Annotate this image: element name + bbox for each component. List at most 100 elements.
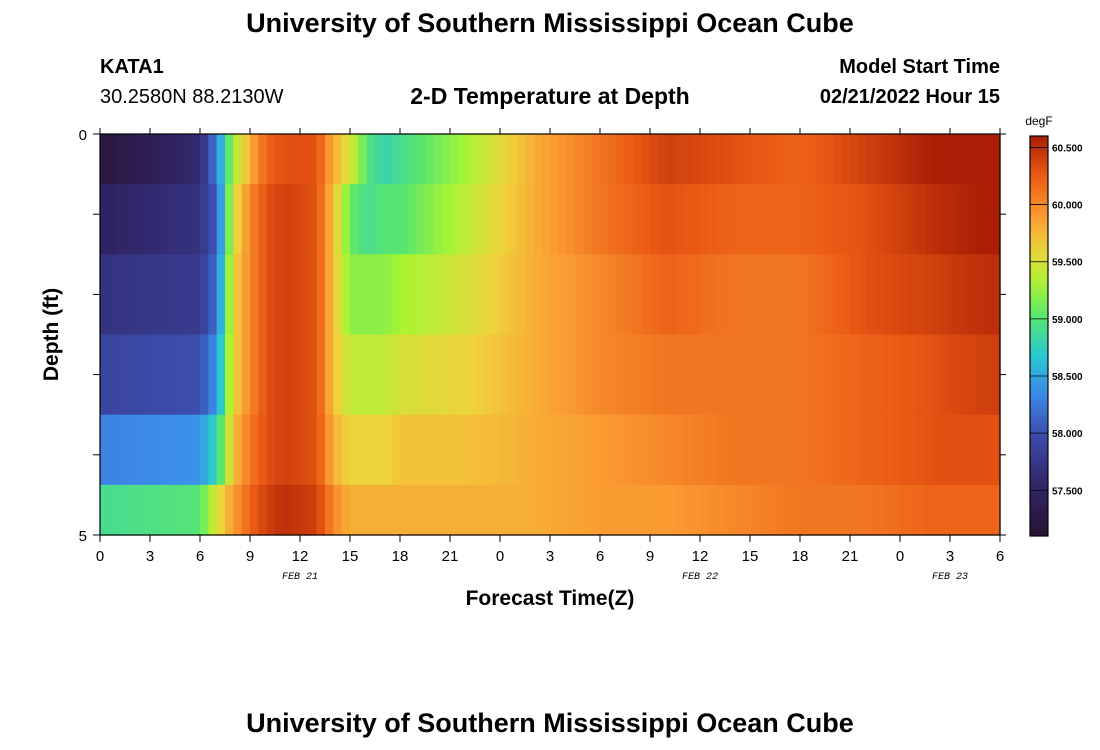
- heatmap-cell: [383, 334, 393, 416]
- heatmap-cell: [216, 334, 226, 416]
- y-tick-label: 0: [79, 127, 87, 144]
- heatmap-cell: [933, 414, 943, 486]
- heatmap-cell: [108, 414, 118, 486]
- x-tick-label: 18: [792, 548, 809, 565]
- heatmap-cell: [641, 254, 651, 336]
- heatmap-cell: [766, 254, 776, 336]
- date-labels: FEB 21 FEB 22 FEB 23: [282, 572, 968, 583]
- heatmap-cell: [100, 134, 109, 185]
- heatmap-cell: [908, 484, 918, 536]
- heatmap-cell: [375, 184, 384, 255]
- heatmap-cell: [900, 254, 909, 336]
- heatmap-cell: [775, 414, 784, 486]
- heatmap-cell: [350, 134, 359, 185]
- heatmap-cell: [683, 334, 693, 416]
- heatmap-cell: [725, 184, 734, 255]
- heatmap-cell: [283, 484, 293, 536]
- heatmap-cell: [600, 134, 609, 185]
- heatmap-cell: [416, 334, 426, 416]
- heatmap-cell: [625, 184, 634, 255]
- heatmap-cell: [425, 184, 434, 255]
- heatmap-cell: [750, 254, 759, 336]
- heatmap-cell: [400, 334, 409, 416]
- heatmap-cell: [583, 334, 593, 416]
- heatmap-cell: [633, 184, 643, 255]
- heatmap-cell: [366, 134, 376, 185]
- heatmap-cell: [808, 184, 818, 255]
- heatmap-cell: [666, 254, 676, 336]
- heatmap-cell: [833, 254, 843, 336]
- heatmap-cell: [491, 134, 501, 185]
- heatmap-cell: [508, 484, 518, 536]
- heatmap-cell: [683, 134, 693, 185]
- heatmap-cell: [350, 414, 359, 486]
- heatmap-cell: [258, 184, 268, 255]
- heatmap-cell: [650, 334, 659, 416]
- heatmap-cell: [616, 254, 626, 336]
- heatmap-cell: [458, 484, 468, 536]
- heatmap-cell: [300, 484, 309, 536]
- heatmap-cell: [466, 254, 476, 336]
- heatmap-cell: [883, 254, 893, 336]
- heatmap-cell: [633, 414, 643, 486]
- heatmap-cell: [100, 484, 109, 536]
- heatmap-cell: [958, 184, 968, 255]
- heatmap-cell: [141, 134, 151, 185]
- heatmap-cell: [750, 134, 759, 185]
- x-axis-ticks: 0 3 6 9 12 15 18 21 0 3 6 9 12 15 18 21 0 3 6: [96, 128, 1004, 565]
- heatmap-cell: [850, 484, 859, 536]
- heatmap-cell: [233, 254, 243, 336]
- heatmap-cell: [475, 334, 484, 416]
- heatmap-cell: [775, 134, 784, 185]
- heatmap-cell: [358, 484, 368, 536]
- heatmap-cell: [766, 134, 776, 185]
- heatmap-cell: [575, 484, 584, 536]
- heatmap-cell: [258, 254, 268, 336]
- heatmap-cell: [983, 414, 993, 486]
- heatmap-cell: [500, 254, 509, 336]
- heatmap-cell: [216, 134, 226, 185]
- heatmap-cell: [833, 484, 843, 536]
- heatmap-cell: [500, 334, 509, 416]
- heatmap-cell: [325, 414, 334, 486]
- colorbar-tick-label: 58.000: [1052, 429, 1083, 440]
- heatmap-cell: [525, 334, 534, 416]
- heatmap-cell: [808, 254, 818, 336]
- heatmap-cell: [966, 134, 976, 185]
- heatmap-cell: [516, 254, 526, 336]
- heatmap-cell: [100, 414, 109, 486]
- heatmap-cell: [100, 254, 109, 336]
- heatmap-cell: [808, 414, 818, 486]
- heatmap-cell: [816, 414, 826, 486]
- heatmap-cell: [675, 254, 684, 336]
- heatmap-cell: [566, 334, 576, 416]
- heatmap-cell: [866, 184, 876, 255]
- heatmap-cell: [708, 134, 718, 185]
- heatmap-cell: [725, 414, 734, 486]
- heatmap-cell: [533, 334, 543, 416]
- heatmap-cell: [350, 254, 359, 336]
- model-start-label: Model Start Time: [839, 56, 1000, 78]
- heatmap-cell: [850, 414, 859, 486]
- heatmap-cell: [825, 334, 834, 416]
- heatmap-cell: [633, 334, 643, 416]
- colorbar: degF 60.500 60.000 59.500 59.000 58.500 58.00…: [1025, 114, 1083, 537]
- heatmap-cell: [475, 484, 484, 536]
- heatmap-cell: [533, 484, 543, 536]
- heatmap-cell: [908, 134, 918, 185]
- heatmap-cell: [841, 134, 851, 185]
- x-tick-label: 21: [842, 548, 859, 565]
- heatmap-cell: [625, 134, 634, 185]
- temperature-depth-chart: 0 3 6 9 12 15 18 21 0 3 6 9 12 15 18 21 0 3 6 05 FEB 21 FEB…: [40, 114, 1083, 610]
- heatmap-cell: [566, 184, 576, 255]
- heatmap-cell: [383, 254, 393, 336]
- heatmap-cell: [541, 254, 551, 336]
- heatmap-cell: [558, 254, 568, 336]
- heatmap-cell: [266, 134, 276, 185]
- heatmap-cell: [991, 134, 1001, 185]
- heatmap-cell: [675, 334, 684, 416]
- heatmap-cell: [733, 134, 743, 185]
- heatmap-cell: [616, 334, 626, 416]
- heatmap-cell: [225, 334, 234, 416]
- heatmap-cell: [600, 184, 609, 255]
